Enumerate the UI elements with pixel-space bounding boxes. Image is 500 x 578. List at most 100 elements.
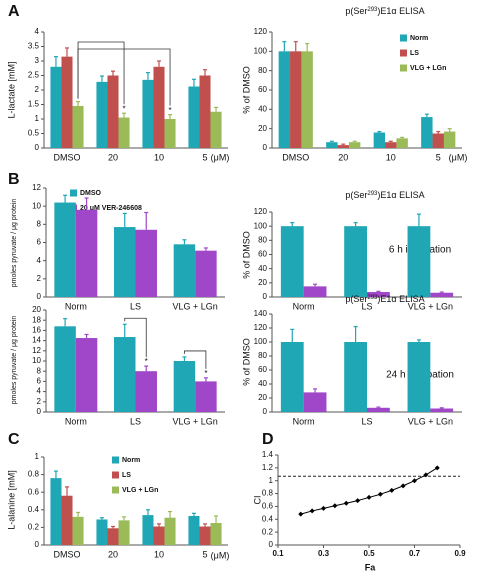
- x-tick-label: 10: [386, 152, 396, 162]
- bar: [164, 119, 176, 148]
- x-tick-label: 0.5: [363, 549, 375, 558]
- y-axis-label: % of DMSO: [241, 231, 251, 279]
- x-tick-label: DMSO: [54, 549, 81, 559]
- y-axis-label: L-lactate [mM]: [6, 61, 16, 118]
- y-tick-label: 0.4: [262, 514, 274, 523]
- y-tick-label: 80: [258, 235, 267, 244]
- y-tick-label: 14: [32, 336, 41, 345]
- legend-label: Norm: [122, 457, 140, 464]
- y-tick-label: 4: [37, 387, 42, 396]
- bar: [96, 81, 108, 148]
- y-tick-label: 0.4: [28, 505, 40, 514]
- y-tick-label: 0: [37, 407, 42, 416]
- y-tick-label: 8: [37, 219, 42, 228]
- title-part: 293: [367, 7, 378, 13]
- x-tick-label: 5: [202, 152, 207, 162]
- panel-letter: C: [8, 431, 20, 448]
- x-tick-label: Norm: [65, 416, 87, 426]
- significance: *: [145, 357, 148, 366]
- bar: [142, 515, 154, 545]
- legend-label: DMSO: [80, 190, 102, 197]
- y-tick-label: 40: [258, 104, 267, 113]
- y-tick-label: 0.5: [28, 129, 40, 138]
- y-tick-label: 4: [37, 256, 42, 265]
- legend-label: 20 μM VER-246608: [80, 205, 142, 212]
- y-axis-label: % of DMSO: [241, 338, 251, 386]
- y-tick-label: 20: [258, 393, 267, 402]
- y-tick-label: 1: [35, 114, 40, 123]
- x-tick-label: VLG + LGn: [173, 416, 218, 426]
- y-tick-label: 40: [258, 264, 267, 273]
- bar: [396, 138, 408, 148]
- bar: [303, 392, 327, 412]
- y-axis-label: CI: [252, 496, 262, 505]
- bar: [199, 75, 211, 148]
- point: [389, 487, 395, 493]
- point: [377, 491, 383, 497]
- title-part: )E1α ELISA: [377, 294, 424, 304]
- y-tick-label: 18: [32, 315, 41, 324]
- y-tick-label: 120: [254, 207, 268, 216]
- y-tick-label: 12: [32, 346, 41, 355]
- x-tick-label: 5: [202, 549, 207, 559]
- x-tick-label: Norm: [293, 301, 315, 311]
- legend-swatch: [400, 64, 407, 72]
- bar: [430, 292, 454, 297]
- bar: [367, 292, 390, 297]
- x-tick-label: 20: [338, 152, 348, 162]
- point: [355, 498, 361, 504]
- y-tick-label: 10: [32, 356, 41, 365]
- x-tick-label: 5: [436, 152, 441, 162]
- legend-label: VLG + LGn: [122, 487, 158, 494]
- y-tick-label: 6: [37, 238, 42, 247]
- bar: [96, 519, 108, 545]
- bracket: [124, 317, 147, 358]
- title-part: p(Ser: [345, 294, 367, 304]
- legend-label: LS: [122, 472, 131, 479]
- y-tick-label: 0: [35, 143, 40, 152]
- chart-title: p(Ser293)E1α ELISA: [345, 294, 424, 304]
- y-tick-label: 0.8: [28, 470, 40, 479]
- y-axis-label: pmoles pyruvate / μg protein: [11, 316, 18, 405]
- y-tick-label: 1: [35, 452, 40, 461]
- bar: [135, 371, 157, 412]
- chart-title: p(Ser293)E1α ELISA: [345, 190, 424, 200]
- bar: [135, 229, 157, 297]
- x-tick-label: Norm: [293, 416, 315, 426]
- point: [423, 472, 429, 478]
- x-tick-label: 20: [108, 152, 118, 162]
- y-tick-label: 0.2: [28, 523, 40, 532]
- x-unit: (μM): [449, 152, 468, 162]
- legend-label: VLG + LGn: [410, 65, 446, 72]
- bar: [54, 326, 76, 412]
- x-tick-label: 0.1: [272, 549, 284, 558]
- bar: [326, 142, 338, 148]
- y-tick-label: 0.6: [262, 502, 274, 511]
- y-tick-label: 100: [254, 221, 268, 230]
- bar: [195, 381, 217, 412]
- bar: [142, 79, 154, 148]
- x-tick-label: 0.7: [409, 549, 421, 558]
- point: [366, 494, 372, 500]
- y-tick-label: 140: [254, 309, 268, 318]
- bar: [443, 131, 456, 148]
- bar: [199, 526, 211, 545]
- bar: [61, 495, 73, 545]
- chart-title: p(Ser293)E1α ELISA: [345, 6, 424, 16]
- y-tick-label: 0.6: [28, 487, 40, 496]
- y-axis-label: L-alanine [mM]: [6, 470, 16, 530]
- bar: [173, 244, 196, 297]
- y-tick-label: 40: [258, 379, 267, 388]
- y-tick-label: 0: [35, 540, 40, 549]
- y-tick-label: 2.5: [28, 71, 40, 80]
- title-part: p(Ser: [345, 190, 367, 200]
- x-tick-label: LS: [361, 416, 372, 426]
- bar: [118, 520, 130, 545]
- panel-letter: B: [8, 171, 20, 188]
- bar: [348, 142, 361, 148]
- bar: [421, 117, 433, 148]
- point: [332, 503, 338, 509]
- bar: [290, 51, 302, 149]
- x-tick-label: LS: [361, 301, 372, 311]
